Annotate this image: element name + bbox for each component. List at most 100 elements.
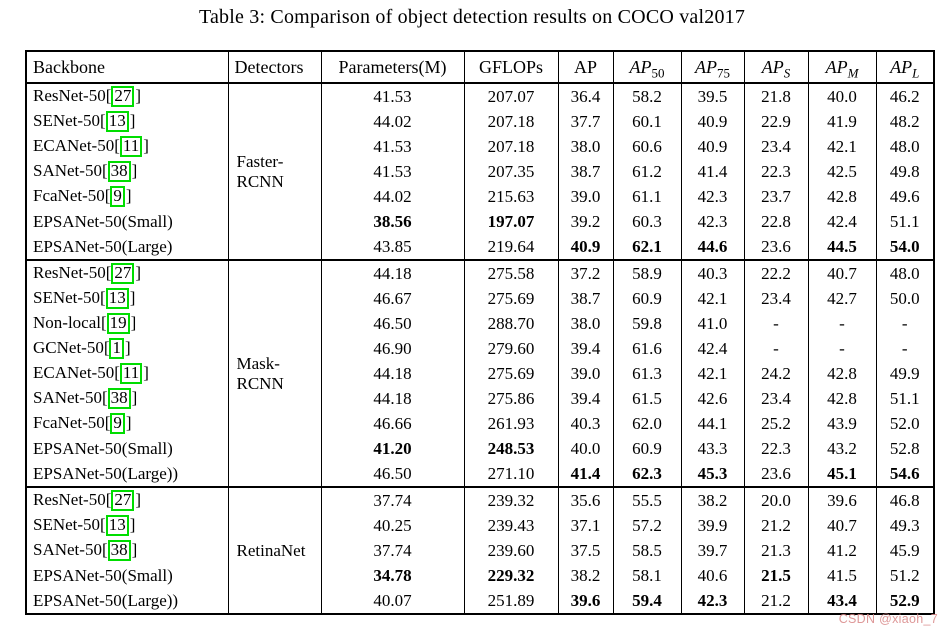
table-row: EPSANet-50(Large)) 46.50 271.10 41.4 62.3 45.…	[25, 461, 935, 487]
value-cell: 239.32	[463, 487, 559, 513]
value-cell: 197.07	[463, 209, 559, 234]
value-cell: 34.78	[320, 563, 465, 588]
value-cell: 60.1	[612, 109, 682, 134]
table-row: EPSANet-50(Small) 41.20 248.53 40.0 60.9 43.3…	[25, 436, 935, 461]
citation-link[interactable]: 38	[107, 388, 131, 409]
table-row: SANet-50[38] 44.18 275.86 39.4 61.5 42.6 23.4 4…	[25, 386, 935, 411]
value-cell: 23.4	[743, 386, 809, 411]
value-cell: 46.66	[320, 411, 465, 436]
value-cell: 46.90	[320, 336, 465, 361]
value-cell: 42.4	[807, 209, 877, 234]
value-cell: 58.9	[612, 260, 682, 286]
citation-link[interactable]: 27	[111, 490, 135, 511]
value-cell: 45.1	[807, 461, 877, 487]
citation-link[interactable]: 9	[110, 413, 125, 434]
backbone-cell: EPSANet-50(Small)	[25, 563, 229, 588]
value-cell: 41.53	[320, 83, 465, 109]
table-caption: Table 3: Comparison of object detection …	[198, 6, 746, 28]
citation-link[interactable]: 38	[107, 161, 131, 182]
value-cell: 35.6	[557, 487, 614, 513]
value-cell: 51.1	[875, 386, 935, 411]
value-cell: 42.8	[807, 184, 877, 209]
metric-subscript: L	[912, 65, 920, 81]
value-cell: 42.1	[807, 134, 877, 159]
metric-label: AP	[629, 56, 652, 77]
value-cell: 51.2	[875, 563, 935, 588]
value-cell: 54.6	[875, 461, 935, 487]
value-cell: 40.9	[680, 134, 745, 159]
value-cell: 46.8	[875, 487, 935, 513]
citation-link[interactable]: 38	[107, 540, 131, 561]
backbone-cell: ResNet-50[27]	[25, 83, 229, 109]
value-cell: 60.9	[612, 286, 682, 311]
table-row: GCNet-50[1] 46.90 279.60 39.4 61.6 42.4- - -	[25, 336, 935, 361]
citation-link[interactable]: 9	[110, 186, 125, 207]
metric-label: AP	[695, 56, 717, 77]
backbone-cell: ECANet-50[11]	[25, 361, 229, 386]
backbone-cell: SANet-50[38]	[25, 386, 229, 411]
column-header: APM	[807, 51, 877, 83]
value-cell: 61.5	[612, 386, 682, 411]
value-cell: 43.2	[807, 436, 877, 461]
value-cell: 275.69	[463, 286, 559, 311]
value-cell: 42.6	[680, 386, 745, 411]
detector-cell: Mask- RCNN	[227, 260, 322, 487]
table-header: Backbone Detectors Parameters(M) GFLOPs AP AP…	[25, 51, 935, 83]
table-row: ResNet-50[27] Faster- RCNN 41.53 207.07 36.4 5…	[25, 83, 935, 260]
value-cell: 22.3	[743, 436, 809, 461]
table-row: SANet-50[38] 41.53 207.35 38.7 61.2 41.4 22.3 4…	[25, 159, 935, 184]
backbone-cell: EPSANet-50(Large))	[25, 588, 229, 614]
value-cell: 288.70	[463, 311, 559, 336]
citation-link[interactable]: 13	[105, 111, 129, 132]
value-cell: 40.9	[557, 234, 614, 260]
table-row: FcaNet-50[9] 46.66 261.93 40.3 62.0 44.1 25.2 4…	[25, 411, 935, 436]
value-cell: 275.58	[463, 260, 559, 286]
value-cell: 23.6	[743, 461, 809, 487]
value-cell: 39.6	[557, 588, 614, 614]
value-cell: 38.0	[557, 311, 614, 336]
value-cell: 44.02	[320, 109, 465, 134]
value-cell: 40.3	[680, 260, 745, 286]
citation-link[interactable]: 27	[111, 86, 135, 107]
value-cell: 37.2	[557, 260, 614, 286]
citation-link[interactable]: 11	[119, 136, 143, 157]
value-cell: 40.3	[557, 411, 614, 436]
value-cell: 42.3	[680, 184, 745, 209]
value-cell: 44.18	[320, 361, 465, 386]
citation-link[interactable]: 19	[106, 313, 130, 334]
citation-link[interactable]: 11	[119, 363, 143, 384]
citation-link[interactable]: 27	[111, 263, 135, 284]
value-cell: 38.0	[557, 134, 614, 159]
value-cell: 42.3	[680, 209, 745, 234]
backbone-cell: EPSANet-50(Small)	[25, 209, 229, 234]
value-cell: 46.67	[320, 286, 465, 311]
value-cell: 38.7	[557, 159, 614, 184]
column-header: APS	[743, 51, 809, 83]
value-cell: 248.53	[463, 436, 559, 461]
detector-cell: RetinaNet	[227, 487, 322, 614]
value-cell: 58.2	[612, 83, 682, 109]
metric-subscript: S	[783, 65, 791, 81]
backbone-cell: EPSANet-50(Small)	[25, 436, 229, 461]
value-cell: 42.5	[807, 159, 877, 184]
value-cell: 39.5	[680, 83, 745, 109]
value-cell: 25.2	[743, 411, 809, 436]
backbone-cell: ResNet-50[27]	[25, 260, 229, 286]
value-cell: 21.2	[743, 588, 809, 614]
detector-cell: Faster- RCNN	[227, 83, 322, 260]
value-cell: 22.2	[743, 260, 809, 286]
detector-group: ResNet-50[27] RetinaNet 37.74 239.32 35.6 55.…	[25, 487, 935, 614]
value-cell: 61.3	[612, 361, 682, 386]
citation-link[interactable]: 13	[105, 288, 129, 309]
value-cell: 42.1	[680, 361, 745, 386]
value-cell: 44.02	[320, 184, 465, 209]
value-cell: 39.6	[807, 487, 877, 513]
value-cell: 58.5	[612, 538, 682, 563]
detector-group: ResNet-50[27] Mask- RCNN 44.18 275.58 37.2 58.…	[25, 260, 935, 487]
value-cell: 40.0	[807, 83, 877, 109]
table-row: ECANet-50[11] 41.53 207.18 38.0 60.6 40.9 23.4…	[25, 134, 935, 159]
value-cell: 279.60	[463, 336, 559, 361]
citation-link[interactable]: 1	[109, 338, 124, 359]
value-cell: 41.53	[320, 159, 465, 184]
citation-link[interactable]: 13	[105, 515, 129, 536]
